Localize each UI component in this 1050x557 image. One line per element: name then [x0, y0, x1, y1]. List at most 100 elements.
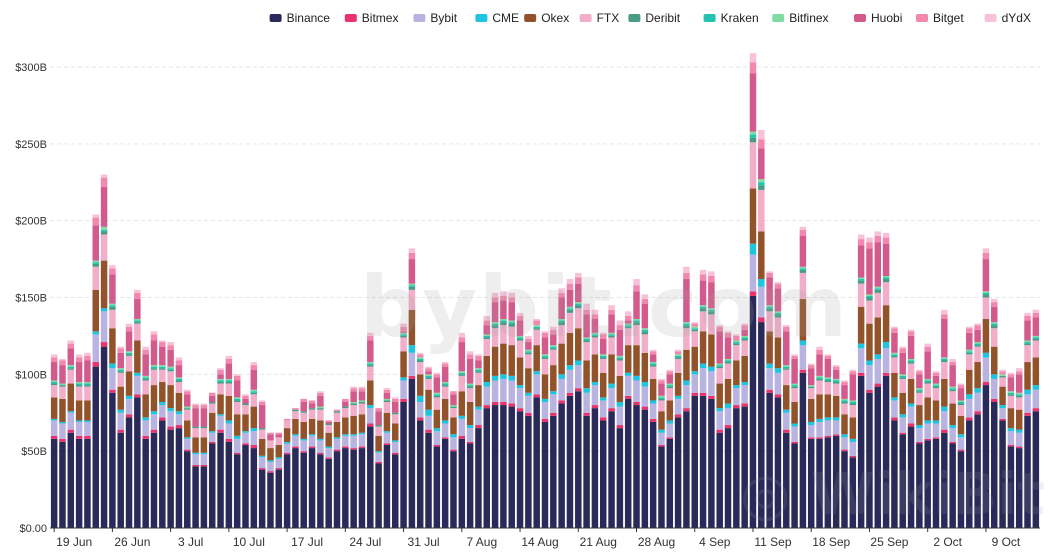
bar-segment-huobi	[841, 385, 848, 399]
bar-segment-kraken	[783, 366, 790, 369]
bar-segment-okex	[466, 401, 474, 426]
bar-segment-bitfinex	[1024, 340, 1031, 343]
bar-segment-bitmex	[907, 423, 915, 427]
legend-item-cme[interactable]: CME	[475, 11, 519, 25]
bar-segment-binance	[475, 428, 482, 528]
bar-segment-okex	[866, 323, 873, 361]
legend-item-dydx[interactable]: dYdX	[984, 11, 1031, 25]
legend-item-deribit[interactable]: Deribit	[628, 11, 681, 25]
bar-segment-dydx	[608, 305, 615, 310]
bar-segment-deribit	[966, 352, 973, 355]
bar-segment-kraken	[824, 378, 832, 381]
bar-segment-ftx	[184, 409, 191, 421]
bar-segment-binance	[824, 437, 832, 528]
bar-segment-cme	[475, 406, 482, 410]
bar-stack	[100, 174, 108, 528]
legend-item-kraken[interactable]: Kraken	[703, 11, 759, 25]
bar-segment-cme	[683, 380, 690, 386]
bar-segment-bitget	[233, 375, 241, 381]
bar-segment-bybit	[907, 406, 915, 424]
bar-segment-bitfinex	[641, 328, 649, 330]
bar-segment-ftx	[575, 308, 582, 329]
bar-segment-bitmex	[866, 389, 873, 393]
bar-segment-dydx	[916, 369, 923, 372]
bar-segment-bitmex	[233, 452, 241, 455]
legend-item-binance[interactable]: Binance	[269, 11, 331, 25]
bar-segment-okex	[591, 354, 599, 383]
bar-segment-bitget	[741, 325, 748, 330]
bar-segment-cme	[350, 434, 357, 436]
bar-segment-bitfinex	[982, 291, 990, 293]
bar-segment-ftx	[799, 272, 807, 300]
bar-segment-binance	[774, 397, 782, 528]
bar-segment-bitfinex	[716, 363, 723, 366]
bar-segment-dydx	[891, 326, 898, 329]
bar-segment-bybit	[225, 423, 233, 439]
bar-segment-bybit	[283, 443, 291, 453]
bar-segment-bitmex	[225, 438, 233, 442]
bar-segment-bybit	[749, 254, 757, 292]
bar-segment-bitmex	[641, 406, 649, 410]
bar-segment-kraken	[50, 382, 58, 384]
bar-segment-bitfinex	[350, 401, 357, 404]
bar-segment-ftx	[200, 428, 208, 438]
bar-segment-ftx	[333, 412, 341, 422]
bar-segment-bybit	[125, 398, 133, 415]
bar-segment-okex	[724, 378, 732, 404]
bar-segment-cme	[292, 434, 299, 436]
bar-segment-kraken	[941, 358, 948, 361]
bar-segment-bitfinex	[458, 371, 466, 373]
legend-item-bybit[interactable]: Bybit	[413, 11, 458, 25]
bar-segment-huobi	[807, 368, 815, 386]
bar-segment-deribit	[683, 325, 690, 329]
legend-item-bitfinex[interactable]: Bitfinex	[772, 11, 829, 25]
bar-segment-cme	[159, 401, 166, 406]
bar-stack	[649, 349, 657, 528]
legend-item-ftx[interactable]: FTX	[579, 11, 620, 25]
bar-segment-bitget	[791, 355, 798, 359]
bar-segment-okex	[957, 415, 965, 435]
bar-segment-bybit	[292, 435, 299, 447]
bar-segment-deribit	[400, 335, 407, 338]
legend-item-okex[interactable]: Okex	[524, 11, 569, 25]
bar-segment-bitget	[250, 365, 258, 370]
bar-segment-huobi	[566, 289, 574, 307]
bars-layer	[50, 53, 1040, 528]
bar-segment-huobi	[749, 73, 757, 132]
bar-stack	[949, 358, 956, 528]
bar-segment-bybit	[475, 409, 482, 426]
bar-segment-bitget	[109, 268, 116, 275]
bar-segment-huobi	[916, 374, 923, 389]
bar-segment-deribit	[774, 314, 782, 318]
bar-segment-bybit	[75, 421, 83, 436]
bar-segment-deribit	[816, 378, 823, 381]
legend-item-huobi[interactable]: Huobi	[854, 11, 902, 25]
bar-segment-okex	[483, 355, 491, 383]
bar-segment-deribit	[150, 368, 158, 370]
bar-segment-bitfinex	[508, 320, 515, 323]
bar-segment-okex	[317, 420, 324, 439]
bar-stack	[683, 266, 690, 528]
x-tick-label: 2 Oct	[933, 535, 962, 549]
bar-segment-bitmex	[966, 417, 973, 421]
bar-segment-bitmex	[134, 394, 141, 398]
bar-segment-kraken	[599, 355, 607, 358]
y-tick-label: $250B	[15, 139, 47, 151]
bar-segment-bybit	[924, 423, 931, 439]
bar-segment-okex	[608, 354, 615, 384]
bar-segment-bybit	[375, 452, 382, 462]
bar-stack	[575, 272, 582, 528]
bar-segment-cme	[175, 411, 183, 415]
bar-segment-bitget	[125, 326, 133, 332]
bar-segment-bitmex	[1015, 446, 1023, 449]
bar-segment-bitfinex	[75, 382, 83, 384]
bar-segment-binance	[233, 454, 241, 528]
bar-segment-binance	[616, 428, 624, 528]
bar-segment-cme	[167, 408, 174, 412]
bar-segment-cme	[566, 365, 574, 370]
legend-item-bitget[interactable]: Bitget	[916, 11, 964, 25]
bar-segment-cme	[866, 360, 873, 366]
bar-segment-huobi	[308, 403, 316, 409]
legend-item-bitmex[interactable]: Bitmex	[344, 11, 399, 25]
bar-segment-deribit	[333, 411, 341, 413]
